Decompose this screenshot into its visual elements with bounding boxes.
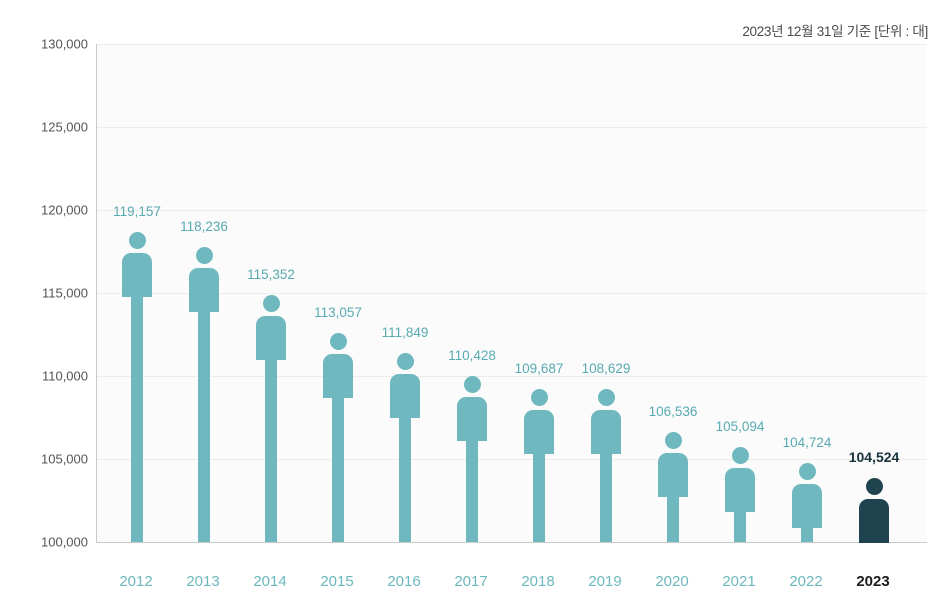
figure-stem: [332, 354, 344, 542]
chart-caption: 2023년 12월 31일 기준 [단위 : 대]: [742, 24, 928, 39]
bar-value-label: 109,687: [514, 361, 564, 376]
x-tick-label: 2018: [521, 573, 555, 590]
x-tick-label-highlight: 2023: [856, 573, 890, 590]
figure-stem: [265, 316, 277, 542]
x-tick-label: 2013: [186, 573, 220, 590]
figure-head: [396, 353, 414, 370]
figure-body: [859, 499, 889, 543]
figure-head: [865, 478, 883, 495]
y-tick-label: 115,000: [41, 285, 88, 301]
figure-head: [530, 389, 548, 406]
bar-value-label: 119,157: [113, 204, 161, 219]
bar-value-label: 115,352: [247, 267, 295, 282]
y-tick-label: 125,000: [41, 119, 88, 135]
figure-body: [189, 268, 219, 312]
plot-area: 119,157 118,236 115,352 113,057 111,: [96, 44, 927, 543]
y-tick-label: 120,000: [41, 202, 88, 218]
y-tick-label: 100,000: [41, 534, 88, 550]
y-tick-label: 110,000: [41, 368, 88, 384]
gridline: [97, 127, 927, 128]
gridline: [97, 459, 927, 460]
bar-value-label: 106,536: [648, 404, 698, 419]
figure-head: [798, 463, 816, 480]
figure-body: [323, 354, 353, 398]
figure-stem: [131, 253, 143, 542]
figure-head: [262, 295, 280, 312]
bar-value-label: 110,428: [448, 348, 496, 363]
bar-value-label: 118,236: [180, 219, 228, 234]
figure-head: [731, 447, 749, 464]
figure-head: [195, 247, 213, 264]
gridline: [97, 376, 927, 377]
figure-head: [329, 333, 347, 350]
gridline: [97, 44, 927, 45]
y-tick-label: 130,000: [41, 36, 88, 52]
x-tick-label: 2014: [253, 573, 287, 590]
bar-value-label: 113,057: [314, 305, 362, 320]
figure-body: [256, 316, 286, 360]
figure-head: [664, 432, 682, 449]
figure-body: [524, 410, 554, 454]
figure-head: [463, 376, 481, 393]
figure-body: [792, 484, 822, 528]
figure-body: [658, 453, 688, 497]
x-tick-label: 2016: [387, 573, 421, 590]
bar-value-label: 105,094: [715, 419, 765, 434]
x-tick-label: 2022: [789, 573, 823, 590]
bar-value-label: 111,849: [381, 325, 429, 340]
figure-body: [725, 468, 755, 512]
x-tick-label: 2017: [454, 573, 488, 590]
bar-value-label-highlight: 104,524: [848, 449, 900, 465]
figure-stem: [198, 268, 210, 542]
x-tick-label: 2020: [655, 573, 689, 590]
y-tick-label: 105,000: [41, 451, 88, 467]
figure-head: [128, 232, 146, 249]
figure-body: [591, 410, 621, 454]
gridline: [97, 293, 927, 294]
bar-value-label: 108,629: [581, 361, 631, 376]
gridline: [97, 210, 927, 211]
x-tick-label: 2021: [722, 573, 756, 590]
x-tick-label: 2012: [119, 573, 153, 590]
figure-body: [457, 397, 487, 441]
x-tick-label: 2015: [320, 573, 354, 590]
figure-body: [390, 374, 420, 418]
figure-head: [597, 389, 615, 406]
bar-value-label: 104,724: [782, 435, 832, 450]
x-tick-label: 2019: [588, 573, 622, 590]
figure-body: [122, 253, 152, 297]
